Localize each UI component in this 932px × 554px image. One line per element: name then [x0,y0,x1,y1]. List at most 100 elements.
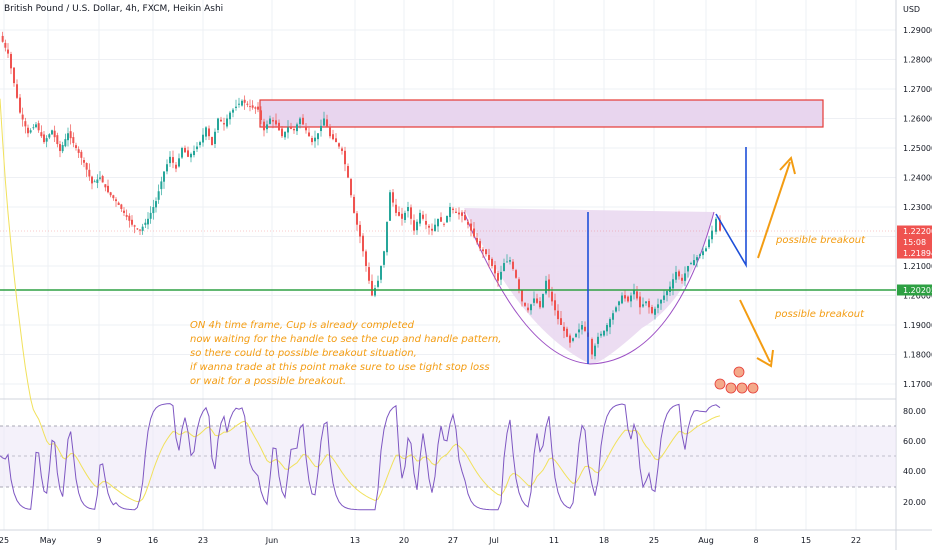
candle-body [241,100,243,106]
candle-body [672,279,674,289]
price-badge [897,236,932,248]
candle-body [88,169,91,177]
candle-body [169,156,171,164]
candle-body [491,258,493,266]
candle-body [651,306,653,314]
candle-body [302,117,304,125]
candle-body [368,267,370,281]
candle-body [181,148,183,158]
breakout-up-arrow[interactable] [757,155,796,259]
candle-body [251,105,254,108]
event-icon [736,382,748,394]
candle-body [139,229,141,231]
candle-body [536,298,538,303]
candle-body [678,271,680,277]
candle-body [597,336,599,344]
candle-body [211,136,213,146]
candle-body [85,163,88,170]
candle-body [618,301,620,306]
candle-body [290,126,292,129]
candle-body [509,260,511,262]
rsi-tick-label: 40.00 [903,467,926,476]
candle-body [380,266,382,280]
candle-body [223,123,225,125]
time-tick-label: Aug [698,536,714,545]
candle-body [109,192,112,196]
candle-body [464,215,466,221]
candle-body [446,215,448,223]
candle-body [40,132,43,137]
breakout-down-arrow[interactable] [739,299,774,368]
candle-body [238,103,240,105]
candle-body [155,201,157,208]
candle-body [202,134,204,143]
candle-body [43,134,45,143]
candle-body [284,131,286,138]
candle-body [356,213,358,225]
candle-body [455,211,457,213]
candle-body [711,230,713,240]
candle-body [488,255,490,261]
candle-body [654,308,656,315]
candle-body [287,127,289,133]
rsi-axis[interactable]: 80.00 60.00 40.00 20.00 [903,407,926,507]
candle-body [458,212,460,215]
candle-body [35,124,37,128]
candle-body [690,263,692,264]
cup-pattern[interactable] [464,208,714,365]
candle-body [642,304,644,307]
candle-body [422,214,424,219]
candle-body [413,220,415,231]
candle-body [128,215,131,221]
time-tick-label: 23 [198,536,208,545]
candle-body [548,279,550,292]
annotation-line: if wanna trade at this point make sure t… [190,362,490,373]
candle-body [443,223,445,225]
candle-body [708,239,710,248]
candle-body [77,149,80,153]
candle-body [190,153,192,158]
candle-body [365,251,367,266]
candle-body [123,210,125,213]
candle-body [524,302,526,306]
event-icon [747,382,759,394]
time-axis[interactable]: 25 May 9 16 23 Jun 13 20 27 Jul 11 18 25 Aug 8 15 22 [0,536,861,545]
candle-body [27,127,29,134]
handle-projection-line[interactable] [715,147,747,268]
candle-body [16,84,18,98]
time-tick-label: 13 [350,536,360,545]
candle-body [479,241,481,249]
candle-body [64,139,67,147]
annotation-line: now waiting for the handle to see the cu… [190,334,501,345]
price-tick-label: 1.24000 [903,174,932,183]
price-badges: 1.22200 15:08 1.21894 1.20205 [897,225,932,296]
price-tick-label: 1.29000 [903,26,932,35]
candle-body [13,67,15,84]
rsi-tick-label: 20.00 [903,498,926,507]
candle-body [467,221,469,225]
candle-body [299,118,301,125]
currency-label: USD [903,5,921,14]
candlestick-series [1,31,721,360]
candle-body [323,118,325,126]
candle-body [609,319,611,328]
event-icons[interactable] [714,366,759,394]
candle-body [566,328,568,337]
candle-body [184,147,186,153]
candle-body [59,144,61,151]
candle-body [371,280,373,296]
candle-body [362,235,364,252]
candle-body [112,195,115,199]
price-tick-label: 1.17000 [903,380,932,389]
candle-body [208,128,210,137]
annotation-line: or wait for a possible breakout. [190,376,346,387]
candle-body [657,304,659,308]
candle-body [335,138,337,143]
time-tick-label: 22 [851,536,861,545]
candle-body [53,130,56,138]
candle-body [603,330,605,336]
resistance-zone[interactable] [259,99,824,128]
annotation-note[interactable]: ON 4h time frame, Cup is already complet… [190,320,501,387]
